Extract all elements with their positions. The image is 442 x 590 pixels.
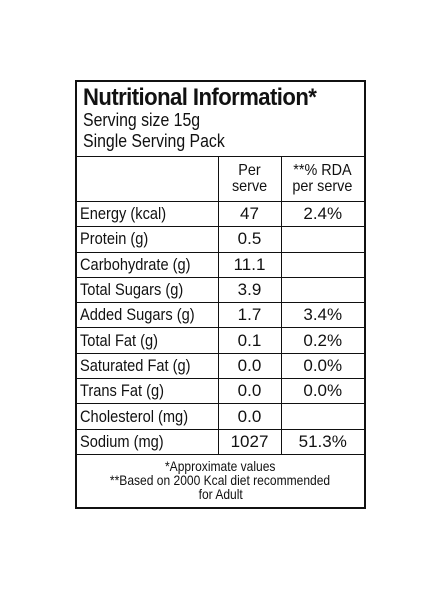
serving-size: Serving size 15g xyxy=(83,110,201,130)
nutrient-name: Trans Fat (g) xyxy=(77,378,219,405)
nutrient-label: Carbohydrate (g) xyxy=(80,254,191,274)
table-row: Carbohydrate (g) 11.1 xyxy=(77,251,364,278)
nutrient-name: Sodium (mg) xyxy=(77,428,219,455)
per-serve-value: 1.7 xyxy=(217,302,282,329)
nutrient-name: Added Sugars (g) xyxy=(77,302,219,329)
nutrient-name: Cholesterol (mg) xyxy=(77,403,219,430)
footnote-line: **Based on 2000 Kcal diet recommended xyxy=(110,471,331,488)
rda-value xyxy=(280,251,364,278)
per-serve-column-header: Per serve xyxy=(217,157,282,202)
footnote-line: *Approximate values xyxy=(165,457,276,474)
table-row: Energy (kcal) 47 2.4% xyxy=(77,201,364,228)
per-serve-value: 0.0 xyxy=(217,352,282,380)
nutrient-label: Added Sugars (g) xyxy=(80,305,195,325)
per-serve-value: 0.1 xyxy=(217,327,282,354)
rda-value xyxy=(280,403,364,430)
rda-header-line-1: **% RDA xyxy=(293,162,352,179)
rda-value: 0.2% xyxy=(280,327,364,354)
per-serve-header-line-1: Per xyxy=(238,162,261,179)
nutrient-name: Protein (g) xyxy=(77,226,219,253)
rda-value: 3.4% xyxy=(280,302,364,329)
per-serve-value: 11.1 xyxy=(217,251,282,278)
rda-value: 0.0% xyxy=(280,378,364,405)
nutrient-label: Protein (g) xyxy=(80,229,149,249)
nutrient-label: Sodium (mg) xyxy=(80,431,164,451)
per-serve-value: 0.0 xyxy=(217,378,282,405)
footnotes: *Approximate values **Based on 2000 Kcal… xyxy=(77,455,364,501)
per-serve-value: 1027 xyxy=(217,428,282,455)
footnote-rda-basis: **Based on 2000 Kcal diet recommended xyxy=(77,473,364,487)
nutrient-column-header xyxy=(77,157,219,202)
per-serve-value: 0.5 xyxy=(217,226,282,253)
rda-value xyxy=(280,276,364,304)
footnote-adult: for Adult xyxy=(77,487,364,501)
nutrient-name: Energy (kcal) xyxy=(77,201,219,228)
nutrient-label: Energy (kcal) xyxy=(80,204,167,224)
footnote-approximate: *Approximate values xyxy=(77,459,364,473)
nutrient-name: Total Sugars (g) xyxy=(77,276,219,304)
table-row: Trans Fat (g) 0.0 0.0% xyxy=(77,378,364,405)
table-row: Cholesterol (mg) 0.0 xyxy=(77,403,364,430)
nutrient-label: Total Fat (g) xyxy=(80,330,159,350)
nutrient-label: Saturated Fat (g) xyxy=(80,355,191,375)
label-header: Nutritional Information* Serving size 15… xyxy=(77,82,364,157)
table-row: Added Sugars (g) 1.7 3.4% xyxy=(77,302,364,329)
rda-value xyxy=(280,226,364,253)
per-serve-value: 47 xyxy=(217,201,282,228)
nutrition-table: Per serve **% RDA per serve Energy (kcal… xyxy=(77,157,364,455)
nutrient-name: Saturated Fat (g) xyxy=(77,352,219,380)
per-serve-header-line-2: serve xyxy=(231,178,268,195)
per-serve-value: 0.0 xyxy=(217,403,282,430)
table-row: Saturated Fat (g) 0.0 0.0% xyxy=(77,352,364,380)
table-row: Protein (g) 0.5 xyxy=(77,226,364,253)
table-row: Sodium (mg) 1027 51.3% xyxy=(77,428,364,455)
footnote-line: for Adult xyxy=(198,485,243,502)
rda-value: 2.4% xyxy=(280,201,364,228)
rda-header-line-2: per serve xyxy=(292,178,353,195)
nutrition-label: Nutritional Information* Serving size 15… xyxy=(75,80,366,509)
nutrient-label: Total Sugars (g) xyxy=(80,280,184,300)
rda-value: 0.0% xyxy=(280,352,364,380)
nutrient-name: Carbohydrate (g) xyxy=(77,251,219,278)
rda-value: 51.3% xyxy=(280,428,364,455)
table-row: Total Fat (g) 0.1 0.2% xyxy=(77,327,364,354)
label-title: Nutritional Information* xyxy=(83,84,317,111)
rda-column-header: **% RDA per serve xyxy=(280,157,364,202)
table-header-row: Per serve **% RDA per serve xyxy=(77,157,364,202)
nutrient-label: Trans Fat (g) xyxy=(80,381,164,401)
table-row: Total Sugars (g) 3.9 xyxy=(77,276,364,304)
pack-type: Single Serving Pack xyxy=(83,131,225,151)
nutrient-name: Total Fat (g) xyxy=(77,327,219,354)
nutrient-label: Cholesterol (mg) xyxy=(80,406,189,426)
per-serve-value: 3.9 xyxy=(217,276,282,304)
